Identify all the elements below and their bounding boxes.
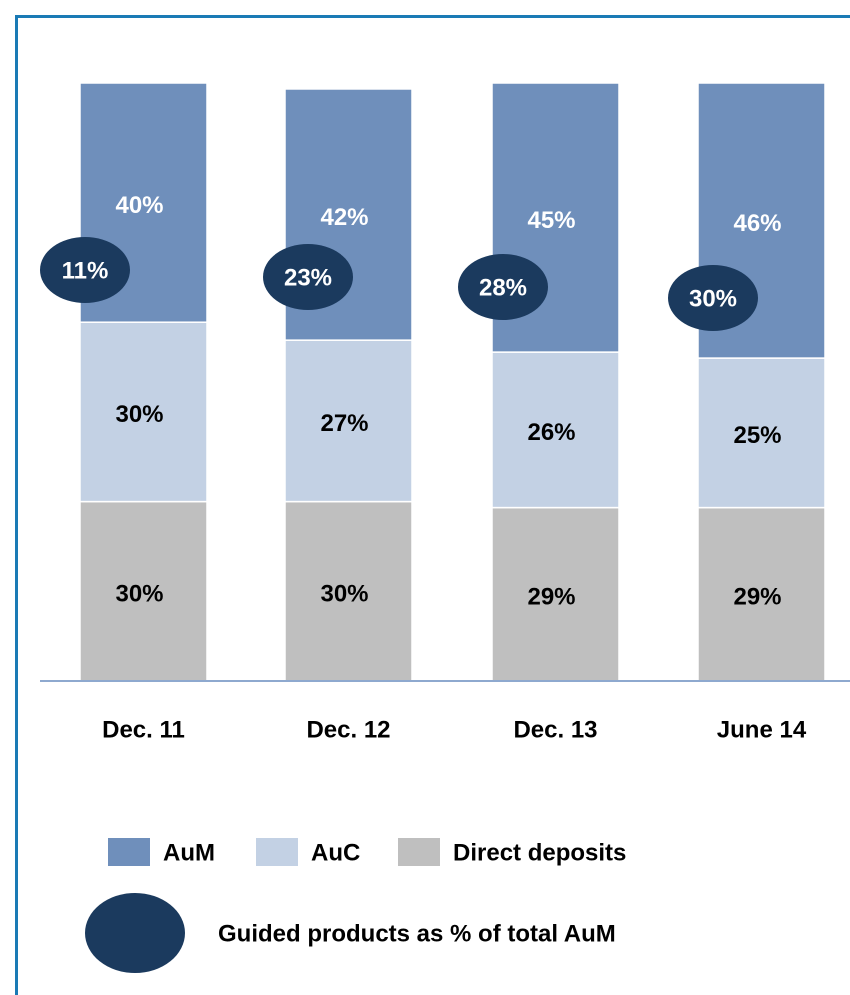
value-label: 45% <box>527 207 575 234</box>
value-label: 30% <box>115 581 163 608</box>
legend-label: Direct deposits <box>453 839 626 866</box>
guided-label: 23% <box>284 264 332 291</box>
guided-label: 30% <box>689 285 737 312</box>
guided-bubble <box>40 237 130 303</box>
value-label: 42% <box>320 204 368 231</box>
guided-bubble <box>458 254 548 320</box>
bar-segment <box>284 339 413 503</box>
x-tick-label: Dec. 13 <box>513 716 597 743</box>
legend-label: AuC <box>311 839 360 866</box>
value-label: 25% <box>733 422 781 449</box>
legend-swatch <box>398 838 440 866</box>
legend-swatch <box>256 838 298 866</box>
bar-segment <box>79 82 208 323</box>
x-tick-label: Dec. 12 <box>306 716 390 743</box>
bar-segment <box>491 506 620 682</box>
value-label: 30% <box>320 581 368 608</box>
legend-label: AuM <box>163 839 215 866</box>
value-label: 40% <box>115 192 163 219</box>
value-label: 27% <box>320 410 368 437</box>
guided-label: 11% <box>62 257 109 284</box>
guided-bubble <box>668 265 758 331</box>
value-label: 29% <box>733 584 781 611</box>
guided-label: 28% <box>479 274 527 301</box>
legend-label: Guided products as % of total AuM <box>218 920 616 947</box>
value-label: 29% <box>527 584 575 611</box>
bar-segment <box>697 357 826 509</box>
legend-swatch <box>108 838 150 866</box>
bar-segment <box>79 321 208 503</box>
legend-bubble <box>85 893 185 973</box>
bar-segment <box>697 506 826 682</box>
bar-segment <box>491 351 620 509</box>
bar-segment <box>284 500 413 682</box>
x-tick-label: June 14 <box>717 716 807 743</box>
value-label: 26% <box>527 419 575 446</box>
value-label: 30% <box>115 401 163 428</box>
x-tick-label: Dec. 11 <box>102 716 185 743</box>
frame <box>15 15 850 995</box>
value-label: 46% <box>733 210 781 237</box>
guided-bubble <box>263 244 353 310</box>
